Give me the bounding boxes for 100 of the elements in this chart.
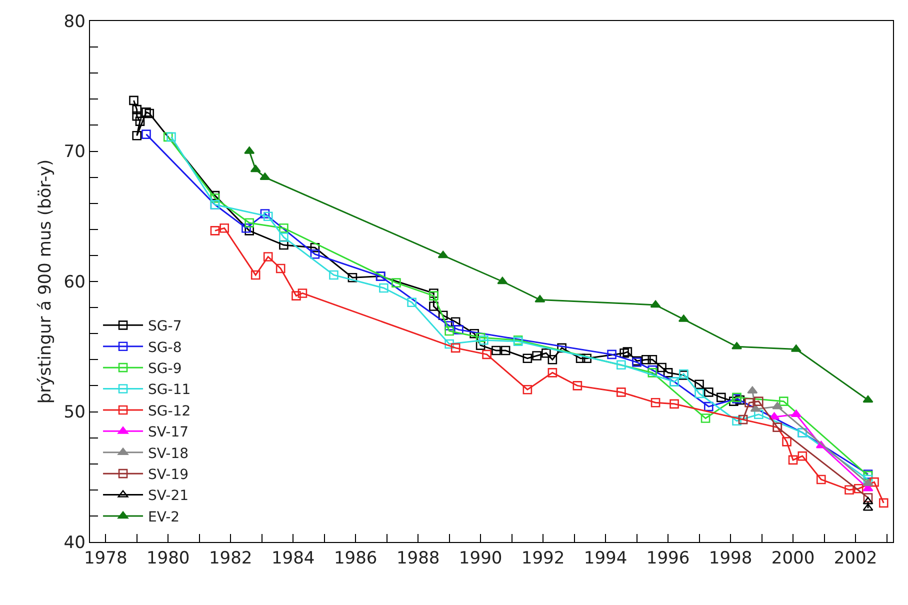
point — [642, 355, 651, 364]
point — [135, 116, 145, 126]
point — [663, 368, 673, 378]
point — [816, 474, 826, 484]
legend-label: SV-19 — [148, 467, 189, 484]
x-tick-label: 1986 — [334, 548, 378, 569]
point — [769, 412, 780, 420]
point — [648, 368, 658, 378]
legend-label: SV-21 — [148, 488, 189, 504]
y-tick-label: 50 — [64, 402, 86, 423]
point — [878, 498, 888, 508]
point — [392, 278, 401, 288]
x-tick-label: 1992 — [521, 548, 565, 569]
point — [444, 326, 454, 336]
point — [279, 232, 288, 242]
point — [772, 402, 783, 410]
point — [790, 410, 802, 418]
point — [522, 354, 532, 363]
point — [754, 396, 764, 406]
legend-label: SG-7 — [148, 318, 182, 335]
point — [747, 386, 758, 394]
point — [429, 302, 438, 311]
point — [788, 455, 798, 465]
point — [444, 339, 454, 349]
point — [657, 362, 666, 372]
point — [132, 104, 142, 114]
point — [670, 399, 679, 409]
point — [144, 108, 154, 118]
point — [210, 226, 220, 236]
point — [276, 264, 286, 274]
legend-label: SG-12 — [148, 403, 191, 420]
x-tick-label: 1982 — [208, 548, 252, 569]
point — [732, 416, 742, 426]
point — [616, 360, 626, 370]
point — [798, 451, 808, 461]
point — [576, 354, 586, 363]
x-tick-label: 1998 — [708, 548, 752, 569]
point — [542, 348, 551, 358]
point — [863, 474, 873, 484]
point — [263, 212, 273, 222]
legend-label: SG-11 — [148, 382, 191, 398]
point — [210, 193, 220, 203]
x-tick-label: 1984 — [271, 548, 315, 569]
point — [735, 395, 745, 405]
x-tick-label: 2002 — [834, 548, 878, 569]
point — [250, 164, 261, 172]
point — [132, 130, 142, 140]
point — [694, 380, 704, 390]
legend-label: SG-8 — [148, 340, 182, 356]
point — [500, 346, 510, 356]
point — [782, 437, 792, 446]
point — [470, 328, 479, 338]
point — [244, 218, 254, 228]
x-tick-label: 1988 — [396, 548, 440, 569]
point — [279, 223, 288, 233]
point — [129, 96, 138, 106]
point — [607, 350, 616, 360]
point — [844, 485, 854, 495]
point — [704, 388, 714, 397]
point — [220, 223, 229, 233]
x-tick-label: 1980 — [146, 548, 190, 569]
point — [497, 276, 508, 284]
point — [572, 381, 582, 390]
point — [620, 348, 629, 358]
point — [166, 132, 176, 142]
point — [438, 310, 448, 320]
point — [476, 332, 486, 342]
point — [548, 368, 558, 378]
point — [732, 342, 742, 350]
point — [862, 478, 874, 486]
point — [582, 354, 592, 363]
y-tick-label: 40 — [64, 532, 86, 553]
point — [444, 321, 454, 330]
point — [479, 335, 488, 345]
point — [648, 355, 658, 364]
point — [142, 108, 151, 117]
point — [263, 252, 273, 262]
point — [298, 288, 308, 298]
point — [700, 414, 710, 423]
y-axis-title: þrýstingur á 900 mus (bör-y) — [35, 159, 56, 404]
point — [754, 410, 764, 420]
point — [650, 398, 660, 408]
point — [450, 343, 460, 353]
point — [429, 291, 438, 300]
point — [532, 351, 542, 360]
legend-label: SV-18 — [148, 446, 189, 462]
y-tick-label: 80 — [64, 12, 86, 32]
point — [242, 223, 251, 233]
point — [250, 270, 260, 280]
point — [407, 298, 416, 307]
point — [292, 291, 301, 300]
point — [310, 242, 320, 252]
point — [650, 300, 661, 308]
point — [862, 395, 874, 403]
point — [694, 388, 704, 398]
y-tick-label: 70 — [64, 142, 86, 162]
point — [744, 398, 754, 408]
point — [778, 396, 788, 406]
legend-label: SV-17 — [148, 424, 189, 441]
point — [310, 250, 320, 259]
